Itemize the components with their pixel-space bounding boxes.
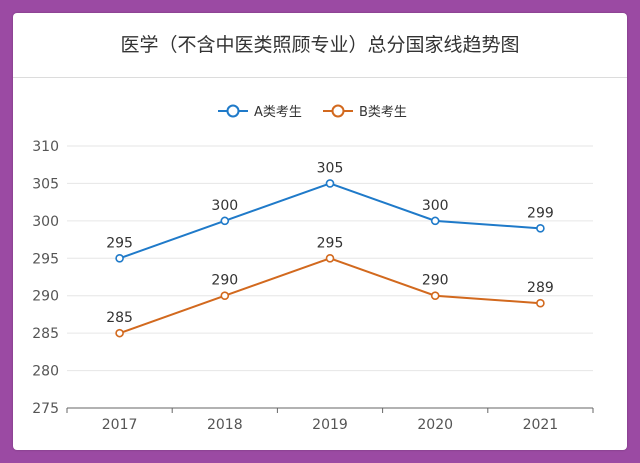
- data-label: 289: [527, 280, 554, 296]
- data-point: [430, 291, 440, 301]
- legend-marker: [331, 104, 345, 118]
- y-tick-label: 305: [32, 176, 59, 192]
- y-tick-label: 285: [32, 326, 59, 342]
- data-point: [220, 216, 230, 226]
- y-tick-label: 310: [32, 139, 59, 155]
- data-point: [536, 224, 545, 233]
- y-tick-label: 280: [32, 364, 59, 380]
- data-point: [115, 328, 124, 338]
- data-label: 285: [106, 310, 133, 326]
- data-label: 300: [422, 198, 449, 214]
- data-label: 299: [527, 205, 554, 221]
- x-tick-label: 2018: [207, 417, 243, 433]
- data-point: [220, 291, 230, 301]
- data-point: [325, 253, 335, 263]
- x-tick-label: 2020: [417, 417, 453, 433]
- data-point: [430, 216, 440, 226]
- data-label: 300: [211, 198, 238, 214]
- x-tick-label: 2017: [102, 417, 138, 433]
- chart-card: 医学（不含中医类照顾专业）总分国家线趋势图 275 280 285 290 295 300…: [13, 13, 627, 450]
- line-chart: 275 280 285 290 295 300 305 310 2017 2018 2019 2020…: [32, 104, 594, 433]
- legend-marker: [226, 104, 240, 118]
- y-tick-label: 275: [32, 401, 59, 417]
- legend-label: A类考生: [254, 105, 302, 120]
- data-point: [536, 298, 545, 308]
- chart-title: 医学（不含中医类照顾专业）总分国家线趋势图: [13, 13, 627, 78]
- y-tick-label: 295: [32, 251, 59, 267]
- data-label: 305: [317, 160, 344, 176]
- x-tick-label: 2021: [523, 417, 559, 433]
- data-point: [325, 179, 335, 188]
- legend-label: B类考生: [359, 105, 407, 120]
- x-tick-label: 2019: [312, 417, 348, 433]
- data-label: 295: [106, 235, 133, 251]
- data-point: [115, 253, 124, 263]
- data-label: 290: [211, 273, 238, 289]
- data-label: 290: [422, 273, 449, 289]
- data-label: 295: [317, 235, 344, 251]
- y-tick-label: 300: [32, 214, 59, 230]
- y-tick-label: 290: [32, 289, 59, 305]
